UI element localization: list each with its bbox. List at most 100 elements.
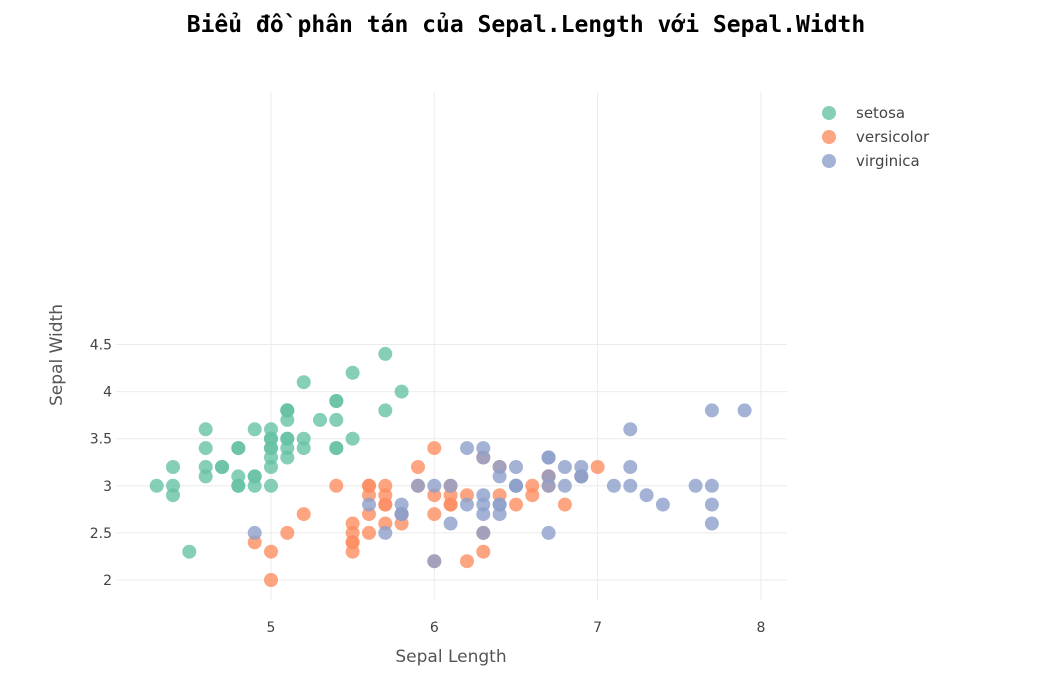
data-point-setosa xyxy=(166,460,180,474)
data-point-versicolor xyxy=(509,497,523,512)
data-point-versicolor xyxy=(329,478,344,493)
data-point-versicolor xyxy=(460,554,474,569)
data-point-setosa xyxy=(313,412,327,427)
data-point-versicolor xyxy=(443,497,458,512)
data-point-setosa xyxy=(149,478,164,493)
data-point-virginica xyxy=(443,478,458,493)
data-point-setosa xyxy=(329,394,344,408)
y-tick-label: 2 xyxy=(103,573,112,589)
data-point-virginica xyxy=(557,478,572,493)
data-point-virginica xyxy=(411,478,425,493)
data-point-versicolor xyxy=(411,460,425,474)
legend-label: virginica xyxy=(856,152,920,170)
data-point-virginica xyxy=(557,460,572,474)
data-point-versicolor xyxy=(296,507,311,522)
data-point-virginica xyxy=(541,525,556,540)
y-tick-label: 3.5 xyxy=(90,432,112,448)
y-tick-label: 4.5 xyxy=(90,338,112,354)
data-points xyxy=(149,346,752,587)
y-tick-label: 4 xyxy=(103,385,112,401)
data-point-versicolor xyxy=(264,544,278,559)
data-point-versicolor xyxy=(345,516,360,531)
data-point-setosa xyxy=(280,403,295,418)
data-point-virginica xyxy=(476,441,491,456)
data-point-virginica xyxy=(443,516,458,531)
y-tick-label: 2.5 xyxy=(90,526,112,542)
data-point-virginica xyxy=(378,525,393,540)
data-point-setosa xyxy=(198,441,213,456)
data-point-setosa xyxy=(345,365,360,380)
data-point-setosa xyxy=(247,469,262,484)
data-point-virginica xyxy=(655,497,670,512)
legend-item-setosa[interactable]: setosa xyxy=(822,104,905,122)
data-point-setosa xyxy=(264,450,278,465)
data-point-virginica xyxy=(427,478,442,493)
data-point-setosa xyxy=(329,441,344,456)
data-point-virginica xyxy=(247,525,262,540)
data-point-virginica xyxy=(704,403,719,418)
data-point-setosa xyxy=(231,478,246,493)
data-point-setosa xyxy=(198,460,213,474)
data-point-versicolor xyxy=(264,573,278,587)
data-point-versicolor xyxy=(427,441,442,456)
chart-title: Biểu đồ phân tán của Sepal.Length với Se… xyxy=(186,12,866,38)
data-point-virginica xyxy=(541,478,556,493)
data-point-setosa xyxy=(166,478,180,493)
data-point-virginica xyxy=(460,441,474,456)
data-point-virginica xyxy=(492,469,507,484)
data-point-versicolor xyxy=(378,497,393,512)
data-point-setosa xyxy=(394,384,409,399)
data-point-virginica xyxy=(476,497,491,512)
x-tick-label: 8 xyxy=(756,620,765,636)
data-point-setosa xyxy=(329,412,344,427)
data-point-setosa xyxy=(280,441,295,456)
data-point-versicolor xyxy=(590,460,605,474)
legend[interactable]: setosa versicolor virginica xyxy=(822,104,930,170)
data-point-virginica xyxy=(509,478,523,493)
data-point-virginica xyxy=(606,478,621,493)
data-point-virginica xyxy=(509,460,523,474)
data-point-virginica xyxy=(427,554,442,569)
data-point-setosa xyxy=(264,431,278,446)
data-point-virginica xyxy=(394,507,409,522)
data-point-setosa xyxy=(345,431,360,446)
data-point-versicolor xyxy=(362,478,376,493)
data-point-versicolor xyxy=(280,525,295,540)
x-axis-label: Sepal Length xyxy=(395,647,506,667)
x-tick-label: 6 xyxy=(430,620,439,636)
grid xyxy=(116,92,787,600)
data-point-setosa xyxy=(378,403,393,418)
legend-label: setosa xyxy=(856,104,905,122)
data-point-setosa xyxy=(198,422,213,437)
data-point-setosa xyxy=(231,441,246,456)
data-point-virginica xyxy=(704,497,719,512)
data-point-virginica xyxy=(704,516,719,531)
legend-item-versicolor[interactable]: versicolor xyxy=(822,128,930,146)
data-point-versicolor xyxy=(362,525,376,540)
data-point-virginica xyxy=(476,525,491,540)
x-tick-label: 7 xyxy=(593,620,602,636)
data-point-versicolor xyxy=(476,544,491,559)
series-setosa xyxy=(149,346,409,559)
data-point-setosa xyxy=(378,346,393,361)
data-point-setosa xyxy=(296,375,311,390)
data-point-versicolor xyxy=(427,507,442,522)
data-point-virginica xyxy=(623,478,638,493)
legend-item-virginica[interactable]: virginica xyxy=(822,152,920,170)
data-point-setosa xyxy=(296,441,311,456)
data-point-setosa xyxy=(247,422,262,437)
data-point-virginica xyxy=(460,497,474,512)
data-point-virginica xyxy=(704,478,719,493)
series-virginica xyxy=(247,403,752,569)
data-point-virginica xyxy=(623,422,638,437)
data-point-virginica xyxy=(688,478,703,493)
legend-label: versicolor xyxy=(856,128,930,146)
y-tick-label: 3 xyxy=(103,479,112,495)
data-point-setosa xyxy=(182,544,197,559)
axis-ticks: 5 6 7 8 2 2.5 3 3.5 4 4.5 xyxy=(90,338,766,637)
data-point-virginica xyxy=(639,488,654,503)
data-point-virginica xyxy=(623,460,638,474)
data-point-setosa xyxy=(215,460,229,474)
data-point-setosa xyxy=(264,478,278,493)
